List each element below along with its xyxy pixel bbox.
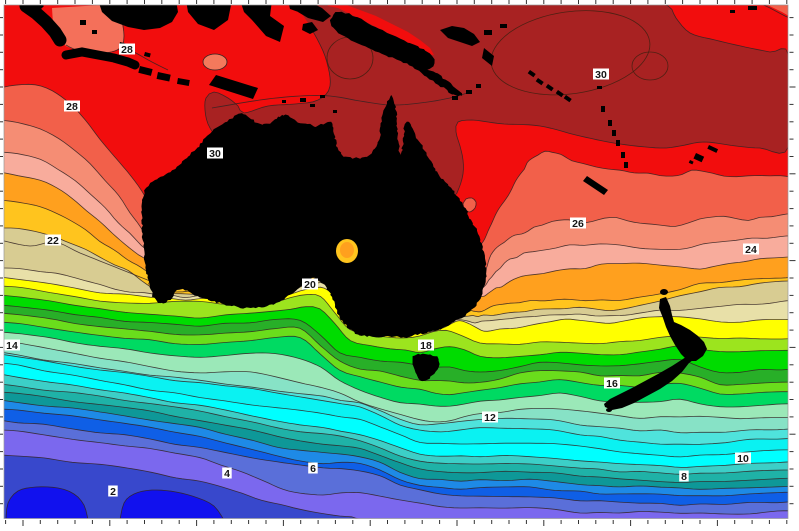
svg-text:22: 22 [47, 235, 59, 247]
svg-text:12: 12 [484, 412, 496, 424]
svg-text:8: 8 [681, 471, 687, 483]
svg-text:6: 6 [310, 463, 316, 475]
svg-text:28: 28 [121, 44, 133, 56]
svg-text:26: 26 [572, 218, 584, 230]
svg-text:10: 10 [737, 453, 749, 465]
svg-text:24: 24 [745, 244, 757, 256]
svg-text:28: 28 [66, 101, 78, 113]
svg-text:14: 14 [6, 340, 18, 352]
svg-text:30: 30 [209, 148, 221, 160]
svg-text:18: 18 [420, 340, 432, 352]
svg-text:30: 30 [595, 69, 607, 81]
svg-text:16: 16 [606, 378, 618, 390]
svg-text:4: 4 [224, 468, 230, 480]
svg-text:2: 2 [110, 486, 116, 498]
svg-text:20: 20 [304, 279, 316, 291]
